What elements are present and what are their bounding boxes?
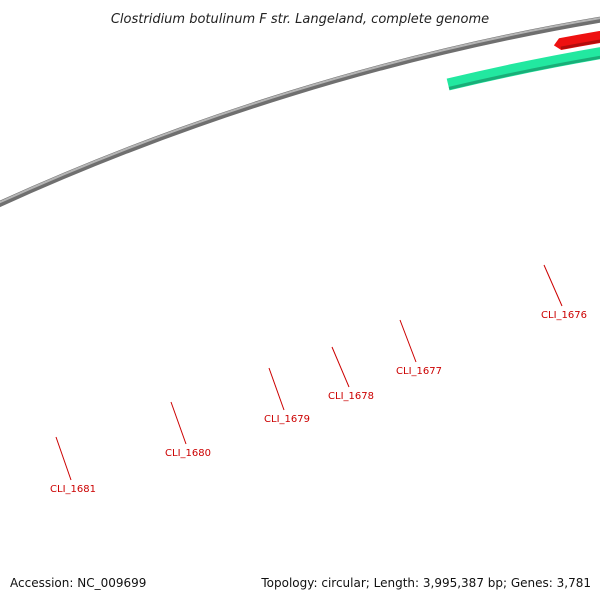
gene-bar-cli-1681-shade bbox=[448, 55, 600, 90]
gene-leader-line bbox=[55, 436, 72, 481]
gene-label-cli-1676: CLI_1676 bbox=[541, 310, 587, 321]
backbone-highlight bbox=[0, 17, 600, 204]
gene-label-cli-1679: CLI_1679 bbox=[264, 414, 310, 425]
backbone-shadow bbox=[0, 16, 600, 208]
gene-leader-line bbox=[170, 401, 187, 445]
gene-label-cli-1680: CLI_1680 bbox=[165, 448, 211, 459]
gene-label-cli-1681: CLI_1681 bbox=[50, 484, 96, 495]
genome-backbone bbox=[0, 16, 600, 208]
gene-bar-red bbox=[553, 30, 600, 51]
gene-leader-line bbox=[331, 346, 350, 388]
accession-text: Accession: NC_009699 bbox=[10, 576, 146, 590]
gene-leader-line bbox=[543, 264, 563, 307]
gene-bar-cli-1681 bbox=[446, 47, 600, 91]
map-title: Clostridium botulinum F str. Langeland, … bbox=[111, 12, 489, 27]
feature-tracks bbox=[446, 30, 600, 91]
gene-label-cli-1677: CLI_1677 bbox=[396, 366, 442, 377]
gene-leader-line bbox=[399, 319, 417, 363]
gene-leader-line bbox=[268, 367, 285, 411]
gene-label-cli-1678: CLI_1678 bbox=[328, 391, 374, 402]
genome-stats-text: Topology: circular; Length: 3,995,387 bp… bbox=[260, 576, 591, 590]
gene-labels: CLI_1676 CLI_1677 CLI_1678 CLI_1679 CLI_1680… bbox=[50, 264, 587, 495]
gene-bar-red-shade bbox=[560, 39, 600, 50]
